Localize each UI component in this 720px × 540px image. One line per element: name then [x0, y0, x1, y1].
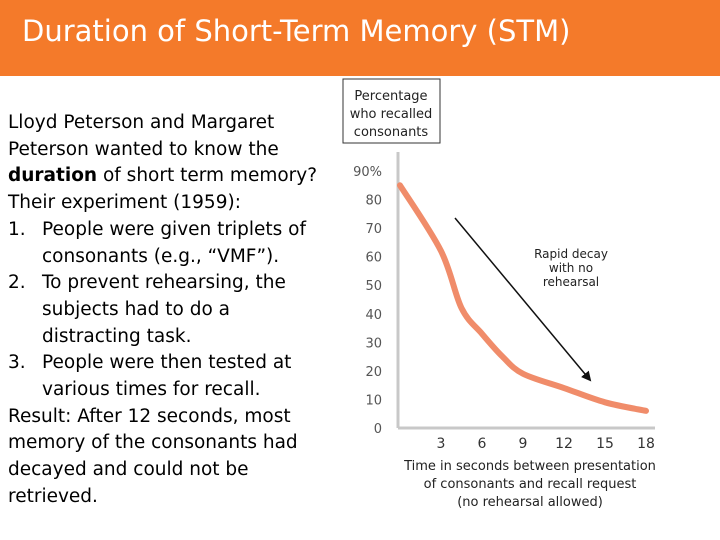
x-tick-label: 9: [519, 436, 528, 452]
list-number: 2.: [8, 272, 26, 294]
x-tick-label: 18: [637, 436, 655, 452]
list-text: To prevent rehearsing, the: [42, 272, 286, 294]
y-tick-label: 60: [365, 251, 382, 266]
y-tick-label: 90%: [353, 165, 382, 180]
result-line-3: decayed and could not be: [8, 459, 249, 481]
annotation-line-3: rehearsal: [543, 275, 599, 289]
list-item-3-cont: various times for recall.: [42, 379, 261, 401]
annotation-line-1: Rapid decay: [534, 247, 608, 261]
ylabel-line-1: Percentage: [354, 89, 427, 104]
list-text: People were then tested at: [42, 352, 292, 374]
title-bar: Duration of Short-Term Memory (STM): [0, 0, 720, 76]
result-line-1: Result: After 12 seconds, most: [8, 405, 291, 427]
body-line-3: duration of short term memory?: [8, 163, 353, 190]
body-line-1: Lloyd Peterson and Margaret: [8, 112, 275, 133]
list-item-1: 1. People were given triplets of: [8, 217, 353, 244]
y-tick-label: 50: [365, 279, 382, 294]
result-line-2: memory of the consonants had: [8, 432, 298, 454]
y-tick-label: 30: [365, 336, 382, 351]
body-line-3-rest: of short term memory?: [97, 165, 318, 187]
recall-series-line: [397, 182, 649, 414]
recall-chart: Percentage who recalled consonants 90% 80…: [342, 78, 656, 510]
y-tick-label: 0: [374, 422, 382, 437]
y-tick-labels: 90% 80 70 60 50 40 30 20 10 0: [353, 165, 382, 437]
list-text: People were given triplets of: [42, 218, 307, 240]
list-number: 1.: [8, 218, 26, 240]
y-tick-label: 10: [365, 393, 382, 408]
list-item-2: 2. To prevent rehearsing, the: [8, 270, 353, 297]
xlabel-line-3: (no rehearsal allowed): [457, 495, 603, 510]
ylabel-box: [342, 78, 441, 144]
x-tick-labels: 3 6 9 12 15 18: [437, 436, 655, 452]
list-item-2-cont2: distracting task.: [42, 325, 192, 347]
x-tick-label: 15: [596, 436, 614, 452]
ylabel-line-3: consonants: [354, 125, 429, 140]
x-tick-label: 6: [478, 436, 487, 452]
slide-body: Lloyd Peterson and Margaret Peterson wan…: [8, 110, 353, 511]
list-item-2-cont: subjects had to do a: [42, 298, 230, 320]
list-number: 3.: [8, 352, 26, 374]
y-tick-label: 40: [365, 308, 382, 323]
x-tick-label: 3: [437, 436, 446, 452]
result-line-4: retrieved.: [8, 485, 98, 507]
ylabel-line-2: who recalled: [350, 107, 433, 122]
slide-title: Duration of Short-Term Memory (STM): [22, 14, 571, 48]
xlabel-line-1: Time in seconds between presentation: [403, 459, 656, 474]
body-line-2: Peterson wanted to know the: [8, 138, 279, 160]
x-tick-label: 12: [555, 436, 573, 452]
body-line-4: Their experiment (1959):: [8, 192, 241, 214]
xlabel-line-2: of consonants and recall request: [424, 477, 637, 492]
y-tick-label: 80: [365, 194, 382, 209]
list-item-1-cont: consonants (e.g., “VMF”).: [42, 245, 280, 267]
annotation-line-2: with no: [549, 261, 593, 275]
duration-emphasis: duration: [8, 165, 98, 187]
y-tick-label: 70: [365, 222, 382, 237]
list-item-3: 3. People were then tested at: [8, 350, 353, 377]
annotation-arrow: [454, 217, 592, 382]
y-tick-label: 20: [365, 365, 382, 380]
